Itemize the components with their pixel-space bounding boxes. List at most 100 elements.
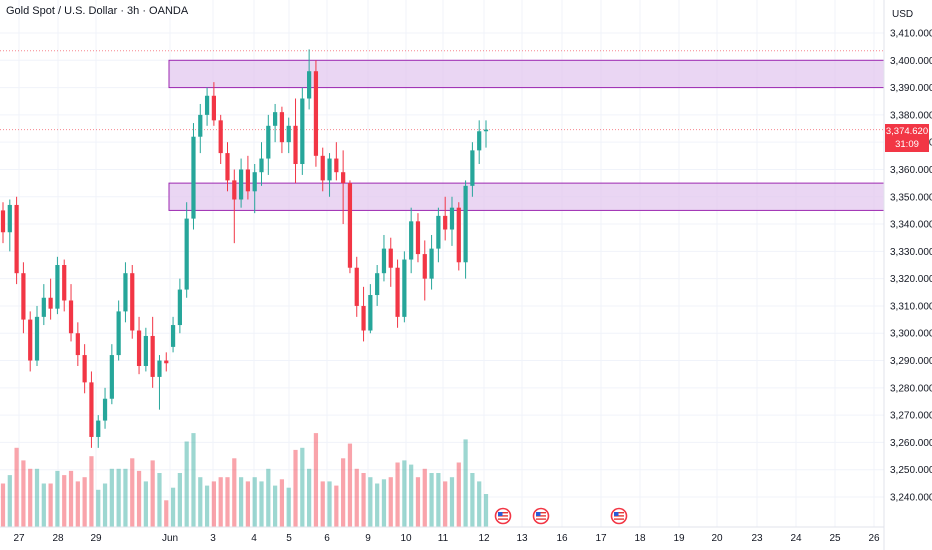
volume-bar (361, 473, 366, 527)
volume-bar (327, 481, 332, 527)
volume-bar (266, 468, 271, 527)
volume-bar (102, 483, 108, 527)
volume-bar (136, 470, 142, 527)
candle-body (62, 265, 67, 301)
volume-bar (123, 468, 128, 527)
time-tick-label: Jun (162, 533, 178, 544)
flag-stripe (614, 518, 624, 520)
price-reference-lines (0, 50, 884, 131)
volume-bar (62, 475, 67, 527)
candle-body (381, 248, 387, 274)
volume-bar (130, 458, 135, 527)
volume-bar (293, 449, 298, 527)
volume-bar (7, 475, 12, 527)
candle-body (429, 248, 434, 279)
time-tick-label: 16 (556, 533, 568, 544)
time-tick-label: 29 (90, 533, 102, 544)
candle-body (266, 125, 271, 159)
time-axis[interactable]: 27 28 29 Jun 3 4 5 6 9 10 11 12 13 16 17 18 19 20 23 24 25 26 (13, 533, 880, 544)
volume-bar (48, 483, 53, 527)
volume-bar (443, 481, 448, 527)
last-price-badge: 3,374.620 31:09 (885, 124, 929, 152)
flag-canton (614, 512, 619, 516)
candle-body (55, 265, 60, 309)
candle-body (123, 273, 128, 312)
time-tick-label: 26 (868, 533, 880, 544)
candle-body (211, 95, 216, 121)
candle-body (96, 420, 101, 437)
time-tick-label: 28 (52, 533, 64, 544)
candle-body (218, 120, 223, 154)
volume-bar (483, 494, 489, 527)
flag-stripe (614, 512, 624, 514)
candle-body (307, 71, 312, 99)
flag-stripe (614, 515, 624, 517)
price-tick-label: 3,350.000 (890, 192, 932, 203)
price-axis[interactable]: 3,240.000 3,250.000 3,260.000 3,270.000 3,28… (890, 29, 932, 504)
candle-body (150, 335, 155, 377)
candle-body (89, 382, 94, 437)
price-tick-label: 3,360.000 (890, 165, 932, 176)
volume-bar (170, 487, 176, 527)
price-tick-label: 3,310.000 (890, 301, 932, 312)
volume-bar (409, 464, 414, 527)
us-flag-icon[interactable] (494, 507, 512, 525)
currency-label[interactable]: USD (892, 9, 914, 20)
volume-bar (279, 479, 285, 527)
candle-body (286, 125, 291, 143)
time-tick-label: 10 (400, 533, 412, 544)
candle-body (109, 355, 114, 399)
volume-bar (402, 460, 407, 527)
volume-bar (449, 477, 455, 527)
volume-bar (238, 477, 244, 527)
candle-body (320, 155, 325, 181)
volume-bar (68, 470, 74, 527)
volume-bar (415, 477, 421, 527)
candle-body (449, 207, 455, 230)
volume-bar (177, 473, 182, 527)
candle-body (252, 172, 257, 192)
time-tick-label: 11 (438, 533, 449, 544)
volume-bar (436, 473, 441, 527)
flag-canton (498, 512, 503, 516)
candle-body (143, 335, 148, 366)
time-tick-label: 9 (365, 533, 371, 544)
economic-events[interactable] (494, 507, 628, 525)
price-tick-label: 3,260.000 (890, 438, 932, 449)
price-tick-label: 3,280.000 (890, 383, 932, 394)
volume-bar (273, 485, 278, 527)
volume-bar (286, 487, 291, 527)
candle-body (102, 398, 108, 421)
candle-body (225, 153, 230, 181)
resistance-support-zones (168, 59, 885, 211)
volume-bar (82, 477, 87, 527)
candle-body (334, 158, 339, 173)
candle-body (259, 158, 264, 173)
time-tick-label: 27 (13, 533, 25, 544)
candle-body (204, 95, 210, 115)
volume-bar (41, 483, 46, 527)
candle-body (48, 297, 53, 309)
volume-bars (0, 433, 489, 527)
time-tick-label: 23 (751, 533, 763, 544)
candle-body (361, 305, 366, 331)
volume-bar (259, 481, 264, 527)
time-tick-label: 3 (210, 533, 216, 544)
volume-bar (388, 477, 393, 527)
volume-bar (75, 481, 80, 527)
candle-body (164, 360, 169, 364)
volume-bar (198, 477, 203, 527)
us-flag-icon[interactable] (532, 507, 550, 525)
candle-body (279, 112, 285, 143)
candle-body (136, 330, 142, 366)
time-tick-label: 5 (286, 533, 292, 544)
candle-body (388, 248, 393, 268)
us-flag-icon[interactable] (610, 507, 628, 525)
symbol-title[interactable]: Gold Spot / U.S. Dollar · 3h · OANDA (6, 5, 189, 17)
candle-body (470, 150, 475, 186)
volume-bar (143, 481, 148, 527)
time-tick-label: 20 (711, 533, 723, 544)
candle-body (157, 360, 162, 377)
volume-bar (300, 447, 305, 527)
